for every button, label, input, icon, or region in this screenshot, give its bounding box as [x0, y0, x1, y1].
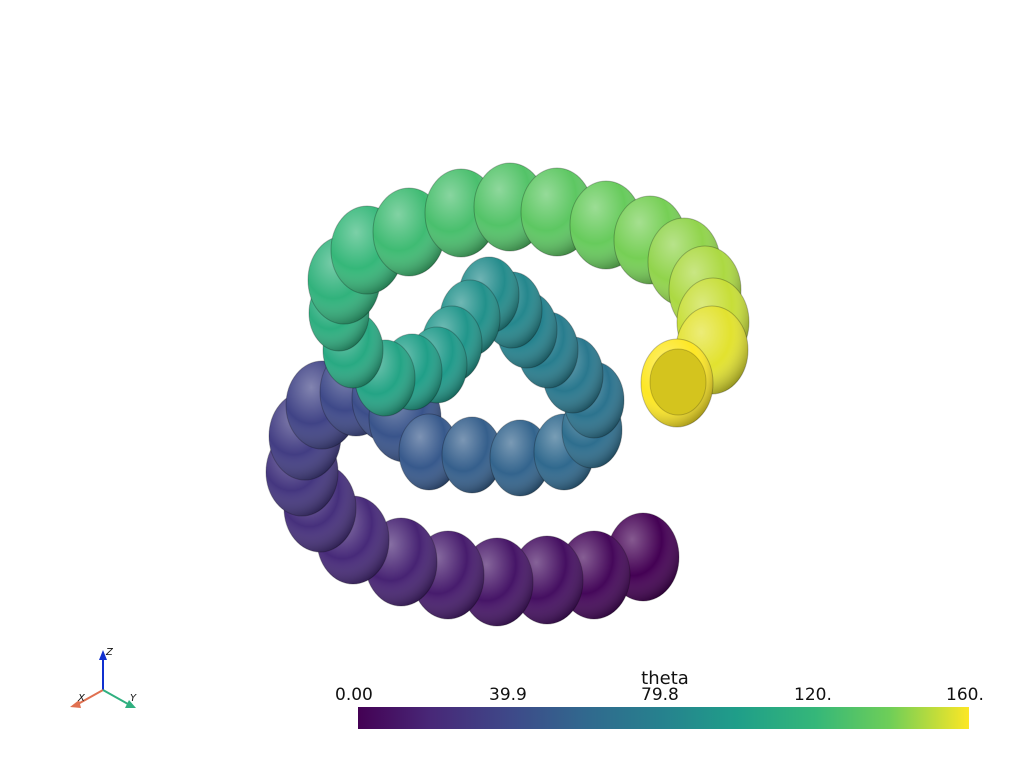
x-axis-arrow: [70, 700, 81, 708]
axes-orientation-widget: Z X Y: [70, 647, 137, 708]
scalar-bar-tick-4: 160.: [946, 685, 984, 705]
scalar-bar-title: theta: [641, 668, 689, 689]
scalar-bar-tick-3: 120.: [794, 685, 832, 705]
glyph-disc: [398, 413, 460, 491]
y-axis-label: Y: [130, 693, 137, 704]
x-axis-label: X: [77, 693, 86, 704]
y-axis-line: [102, 689, 129, 705]
glyph-disc: [441, 416, 503, 494]
glyph-end-cap: [649, 348, 707, 416]
glyph-disc: [489, 419, 551, 497]
z-axis-label: Z: [105, 647, 114, 658]
x-axis-line: [77, 689, 104, 705]
y-axis-arrow: [125, 700, 136, 708]
glyph-group: [265, 162, 750, 627]
z-axis-arrow: [99, 650, 107, 660]
scalar-bar-tick-0: 0.00: [335, 685, 373, 705]
scalar-bar-tick-1: 39.9: [489, 685, 527, 705]
scalar-bar-tick-2: 79.8: [641, 685, 679, 705]
scalar-bar-gradient: [358, 707, 969, 729]
